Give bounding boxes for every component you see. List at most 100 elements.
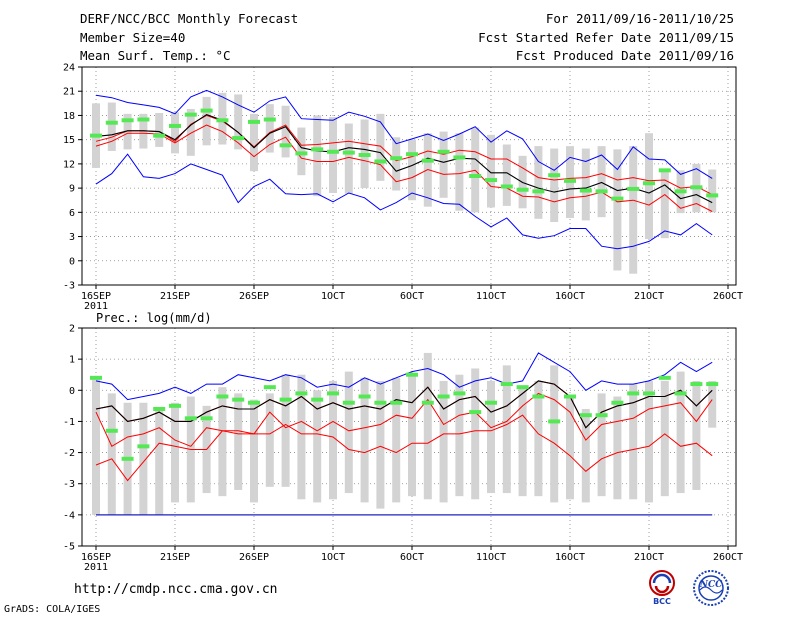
prec-ensemble-box	[392, 377, 401, 503]
prec-marker	[406, 372, 418, 377]
prec-marker	[690, 382, 703, 387]
temp-ensemble-box	[502, 144, 511, 206]
prec-ensemble-box	[566, 396, 574, 500]
temp-marker	[453, 155, 466, 160]
temp-ensemble-box	[597, 146, 606, 218]
prec-ytick-label: 2	[69, 324, 75, 335]
temp-marker	[469, 174, 482, 178]
prec-marker	[611, 400, 624, 405]
prec-xtick-label: 26OCT	[713, 552, 743, 563]
temp-marker	[690, 185, 703, 190]
prec-marker	[153, 406, 166, 411]
prec-ensemble-box	[250, 399, 258, 503]
refer-date: Fcst Started Refer Date 2011/09/15	[478, 30, 734, 45]
temp-ensemble-box	[123, 113, 132, 150]
prec-ensemble-box	[376, 380, 385, 509]
prec-marker	[105, 428, 118, 433]
prec-ensemble-box	[281, 374, 290, 487]
temp-marker	[200, 108, 213, 113]
temp-ensemble-box	[581, 148, 590, 221]
temp-ensemble-box	[155, 113, 164, 147]
prec-xtick-label: 21SEP	[160, 552, 190, 563]
temp-lower-line	[95, 124, 713, 212]
prec-marker	[121, 456, 134, 461]
prec-ensemble-box	[92, 377, 100, 515]
prec-ensemble-box	[139, 402, 148, 515]
temp-marker	[595, 189, 608, 194]
prec-marker	[500, 382, 513, 387]
temp-ensemble-box	[487, 134, 495, 208]
bcc-emblem-icon: BCC	[649, 570, 675, 606]
temp-marker	[358, 153, 371, 158]
prec-lower-line	[95, 392, 713, 448]
prec-ensemble-box	[518, 387, 527, 497]
prec-frame	[81, 327, 737, 547]
temp-xtick-label: 16SEP	[81, 291, 111, 302]
temp-ensemble-box	[550, 148, 559, 223]
temp-ytick-label: 12	[63, 159, 75, 170]
prec-marker	[437, 394, 450, 399]
temp-ytick-label: 6	[69, 208, 75, 219]
prec-xtick-label: 11OCT	[476, 552, 506, 563]
prec-ensemble-box	[645, 380, 653, 503]
prec-ensemble-box	[534, 380, 543, 497]
temp-marker	[216, 118, 229, 123]
prec-ensemble-box	[234, 393, 243, 490]
temp-xtick-year: 2011	[84, 301, 108, 312]
prec-ytick-label: -3	[63, 479, 75, 490]
temp-ensemble-box	[534, 146, 543, 219]
temp-ytick-label: 3	[69, 232, 75, 243]
prec-marker	[263, 385, 276, 390]
temp-ensemble-box	[265, 104, 274, 153]
temp-ensemble-box	[660, 168, 669, 239]
temp-marker	[105, 120, 118, 125]
prec-ytick-label: 0	[69, 386, 75, 397]
temp-marker	[579, 188, 592, 193]
source-url[interactable]: http://cmdp.ncc.cma.gov.cn	[74, 582, 278, 597]
temp-marker	[153, 133, 166, 138]
temp-xtick-label: 21OCT	[634, 291, 664, 302]
temp-ytick-label: 18	[63, 111, 75, 122]
temp-marker	[516, 187, 529, 192]
temp-frame	[81, 66, 737, 286]
prec-marker	[516, 385, 529, 390]
prec-marker	[311, 397, 324, 402]
temp-xtick-label: 11OCT	[476, 291, 506, 302]
prec-ensemble-box	[502, 365, 511, 494]
temp-marker	[674, 189, 687, 194]
prec-ensemble-box	[660, 380, 669, 497]
temp-max-line	[95, 89, 713, 179]
prec-xtick-label: 16SEP	[81, 552, 111, 563]
temp-ensemble-box	[408, 139, 416, 201]
temp-ensemble-box	[297, 127, 306, 176]
temp-ensemble-box	[186, 108, 195, 156]
prec-marker	[248, 400, 260, 405]
temp-ensemble-box	[329, 117, 337, 193]
forecast-period: For 2011/09/16-2011/10/25	[545, 11, 734, 26]
prec-ensemble-box	[218, 387, 227, 497]
prec-ensemble-box	[171, 402, 179, 503]
prec-ensemble-box	[107, 393, 116, 515]
temp-marker	[706, 193, 719, 198]
temp-marker	[390, 156, 403, 161]
temp-xtick-label: 26SEP	[239, 291, 269, 302]
prec-marker	[658, 375, 671, 380]
temp-marker	[406, 152, 418, 157]
prec-marker	[453, 391, 466, 396]
prec-ensemble-box	[297, 374, 306, 500]
prec-marker	[548, 419, 561, 424]
prec-mean-line	[95, 380, 713, 429]
prec-marker	[137, 444, 150, 449]
temp-xtick-label: 6OCT	[400, 291, 424, 302]
temp-ensemble-box	[645, 133, 653, 239]
prec-xtick-year: 2011	[84, 562, 108, 573]
temp-marker	[548, 173, 561, 178]
temp-ensemble-box	[708, 169, 717, 213]
prec-ensemble-box	[581, 408, 590, 503]
temp-ensemble-box	[613, 149, 622, 271]
temp-min-line	[95, 153, 713, 250]
temp-marker	[485, 178, 497, 183]
prec-marker	[579, 413, 592, 418]
produced-date: Fcst Produced Date 2011/09/16	[515, 48, 734, 63]
